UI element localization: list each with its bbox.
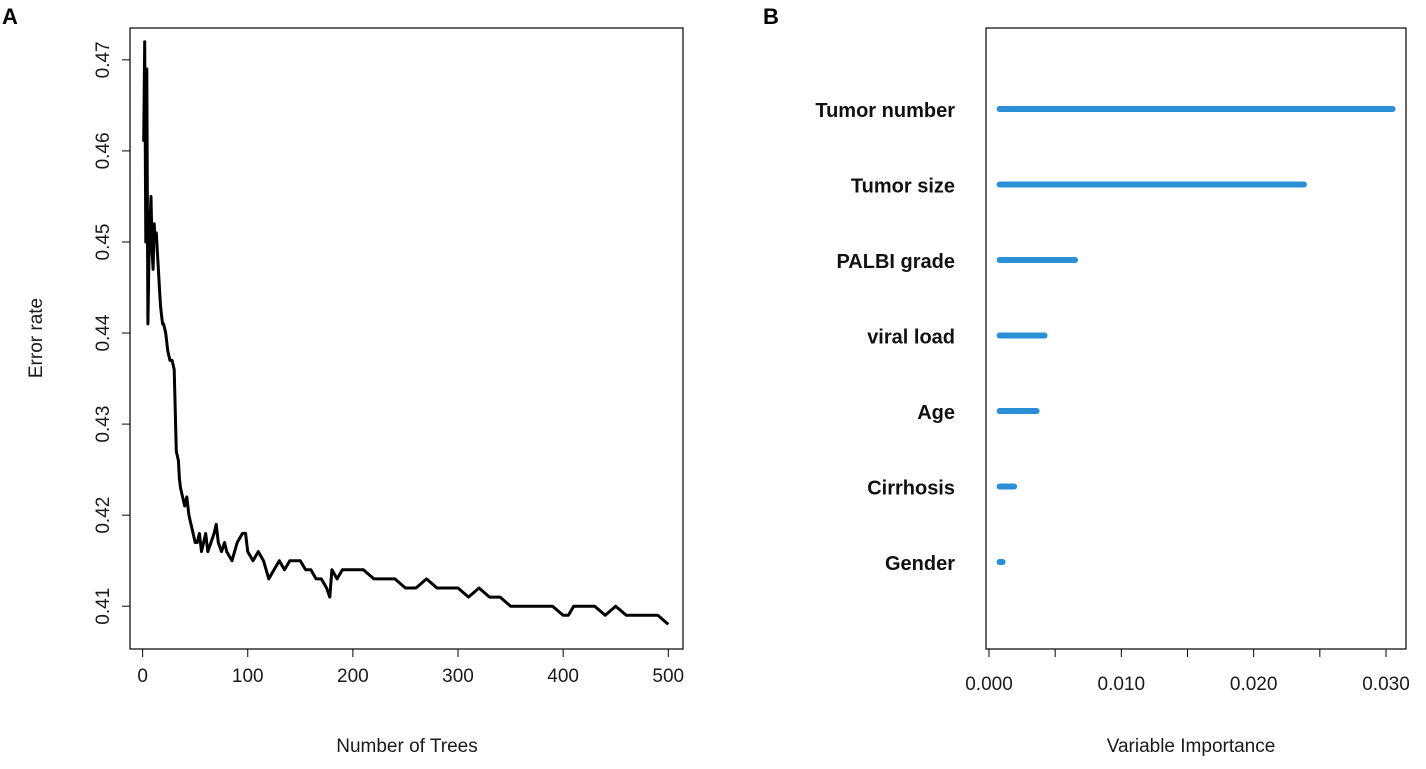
panel-b-x-tick-label: 0.000 <box>965 674 1013 695</box>
panel-a-y-tick-label: 0.47 <box>93 41 114 78</box>
variable-label: PALBI grade <box>836 251 955 273</box>
variable-label: Gender <box>885 553 955 575</box>
panel-a-y-tick-label: 0.41 <box>93 588 114 625</box>
variable-label: Tumor size <box>851 176 955 198</box>
panel-b-x-axis: 0.000 0.010 0.020 0.030 <box>965 649 1410 695</box>
panel-a-y-axis: 0.41 0.42 0.43 0.44 0.45 0.46 0.47 <box>93 41 130 625</box>
panel-a-x-tick-label: 100 <box>232 666 264 687</box>
panel-a-x-axis: 0 100 200 300 400 500 <box>137 649 684 687</box>
panel-a-y-tick-label: 0.43 <box>93 406 114 443</box>
panel-b-plot-frame <box>985 27 1407 650</box>
panel-b-x-tick-label: 0.010 <box>1098 674 1146 695</box>
panel-a-y-tick-label: 0.46 <box>93 132 114 169</box>
panel-a-x-tick-label: 500 <box>652 666 684 687</box>
panel-a-y-tick-label: 0.44 <box>93 314 114 351</box>
panel-a-label: A <box>2 4 18 29</box>
variable-labels: Tumor number Tumor size PALBI grade viral l… <box>815 100 955 575</box>
variable-label: Age <box>917 402 955 424</box>
panel-b-x-axis-title: Variable Importance <box>1107 736 1276 757</box>
panel-b-label: B <box>763 4 779 29</box>
panel-a-y-tick-label: 0.42 <box>93 497 114 534</box>
panel-a: A 0 100 200 300 400 500 0.410.420.430.440.450… <box>2 4 684 757</box>
panel-b-x-tick-label: 0.020 <box>1230 674 1278 695</box>
error-rate-line <box>142 40 670 626</box>
panel-b: B 0.000 0.010 0.020 0.030 Tumor numberTumor… <box>763 4 1410 757</box>
panel-a-x-tick-label: 200 <box>337 666 369 687</box>
importance-bars <box>996 106 1396 565</box>
panel-a-x-tick-label: 300 <box>442 666 474 687</box>
panel-a-y-tick-label: 0.45 <box>93 223 114 260</box>
panel-a-x-tick-label: 400 <box>547 666 579 687</box>
variable-label: Tumor number <box>815 100 955 122</box>
panel-a-x-tick-label: 0 <box>137 666 148 687</box>
panel-a-x-axis-title: Number of Trees <box>336 736 478 757</box>
panel-a-plot-frame <box>129 27 684 650</box>
variable-label: viral load <box>867 327 955 349</box>
variable-label: Cirrhosis <box>867 478 955 500</box>
panel-a-y-axis-title: Error rate <box>26 298 47 378</box>
panel-b-x-tick-label: 0.030 <box>1362 674 1410 695</box>
